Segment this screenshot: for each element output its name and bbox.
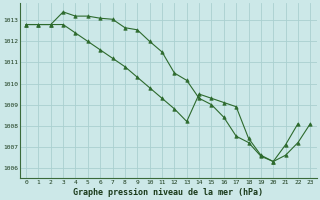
X-axis label: Graphe pression niveau de la mer (hPa): Graphe pression niveau de la mer (hPa) <box>73 188 263 197</box>
